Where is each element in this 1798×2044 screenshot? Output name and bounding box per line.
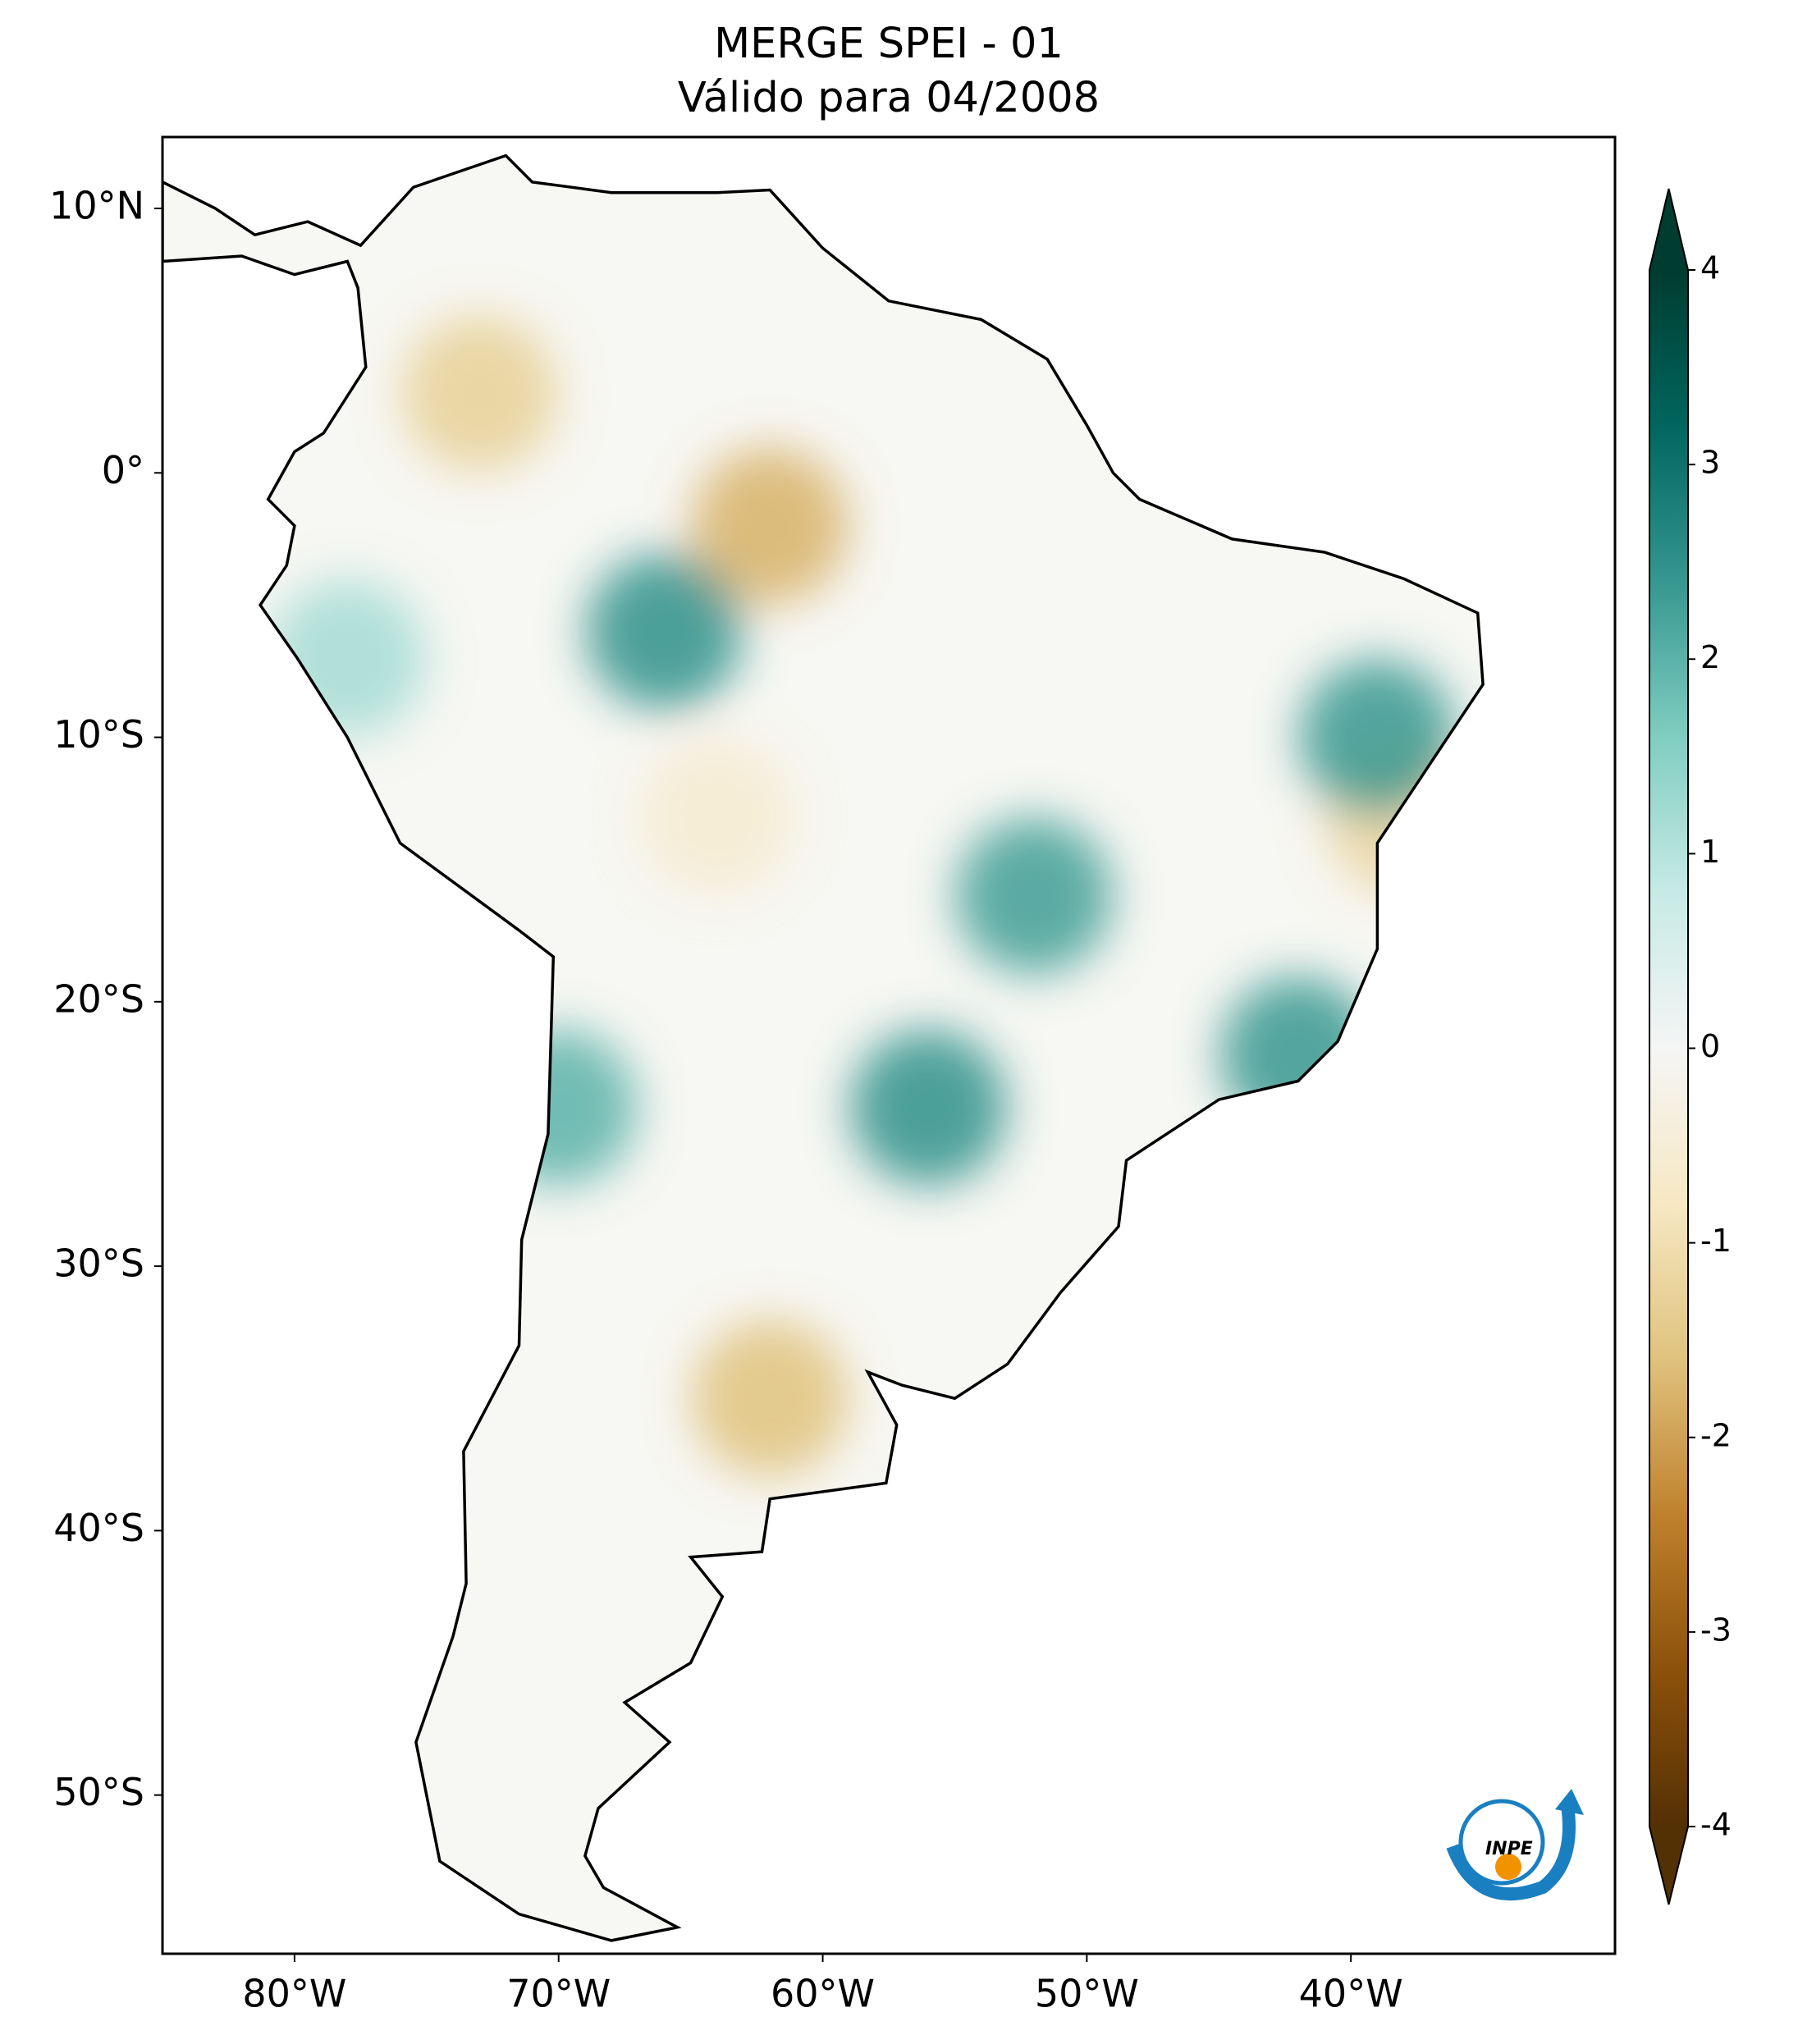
colorbar-extend-top [1649, 189, 1688, 270]
colorbar-tick-label: 1 [1700, 834, 1720, 870]
y-tick-label: 30°S [53, 1241, 144, 1286]
spei-anomaly [638, 738, 795, 895]
spei-anomaly [269, 579, 426, 736]
colorbar-tick-label: 2 [1700, 639, 1720, 675]
y-tick-label: 50°S [53, 1770, 144, 1814]
spei-anomaly [692, 447, 849, 604]
spei-anomaly [692, 1320, 849, 1477]
land [162, 153, 1485, 1942]
map-frame [161, 135, 1617, 1955]
x-tick-label: 50°W [1035, 1972, 1139, 2016]
spei-anomaly [850, 1029, 1007, 1186]
y-tick-label: 20°S [53, 976, 144, 1021]
x-tick-label: 80°W [242, 1972, 346, 2016]
x-tick-label: 60°W [771, 1972, 875, 2016]
logo-text: INPE [1485, 1839, 1533, 1859]
colorbar-extend-bottom [1649, 1827, 1688, 1905]
logo: INPE [1446, 1789, 1584, 1901]
land-fill [162, 155, 1484, 1941]
y-tick-label: 40°S [53, 1506, 144, 1550]
y-tick-label: 10°N [49, 184, 144, 228]
x-tick-label: 40°W [1299, 1972, 1403, 2016]
spei-anomaly [1219, 976, 1376, 1133]
y-tick-label: 10°S [53, 712, 144, 757]
spei-anomaly [956, 817, 1112, 974]
spei-anomaly [480, 1029, 637, 1186]
colorbar-tick-label: 0 [1700, 1028, 1720, 1064]
spei-anomaly [586, 553, 743, 710]
subtitle: Válido para 04/2008 [678, 74, 1100, 122]
coastline [162, 153, 1485, 1942]
colorbar-tick-label: -1 [1700, 1223, 1732, 1259]
spei-anomaly [401, 315, 558, 472]
title: MERGE SPEI - 01 [714, 20, 1064, 68]
colorbar-tick-label: 4 [1700, 250, 1720, 286]
colorbar-tick-label: -3 [1700, 1612, 1732, 1648]
colorbar [1649, 270, 1688, 1827]
y-tick-label: 0° [102, 448, 144, 492]
colorbar-tick-label: -4 [1700, 1807, 1732, 1843]
colorbar-tick-label: 3 [1700, 445, 1720, 481]
colorbar-tick-label: -2 [1700, 1417, 1732, 1453]
spei-anomaly [1299, 659, 1456, 816]
x-tick-label: 70°W [506, 1972, 611, 2016]
